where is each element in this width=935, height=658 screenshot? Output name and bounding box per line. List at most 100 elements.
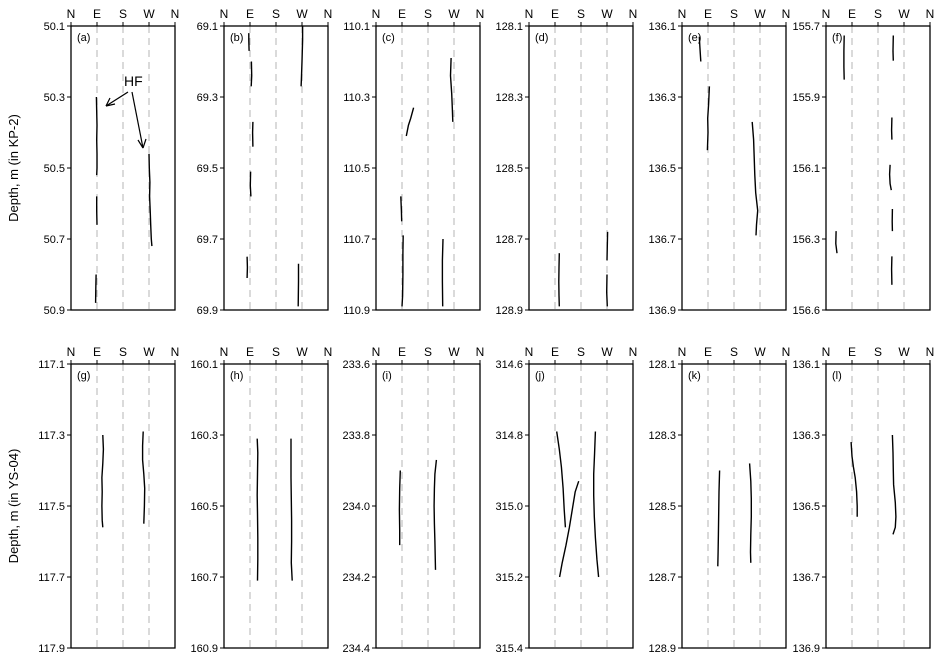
fracture-trace bbox=[891, 434, 897, 535]
x-tick-label: W bbox=[296, 345, 308, 359]
fracture-trace bbox=[748, 463, 752, 563]
x-tick-label: N bbox=[67, 7, 76, 21]
y-tick-label: 156.6 bbox=[792, 305, 820, 317]
x-tick-label: E bbox=[398, 7, 406, 21]
x-tick-label: N bbox=[220, 345, 229, 359]
panel-label: (l) bbox=[832, 370, 842, 382]
y-tick-label: 136.9 bbox=[792, 643, 820, 655]
y-tick-label: 315.4 bbox=[495, 643, 523, 655]
fracture-trace bbox=[148, 153, 153, 247]
y-tick-label: 128.1 bbox=[495, 21, 523, 33]
x-tick-label: N bbox=[926, 345, 935, 359]
y-tick-label: 160.5 bbox=[190, 501, 218, 513]
y-tick-label: 50.1 bbox=[44, 21, 65, 33]
fracture-trace bbox=[606, 274, 608, 307]
x-tick-label: N bbox=[822, 7, 831, 21]
x-tick-label: S bbox=[424, 7, 432, 21]
y-tick-label: 160.9 bbox=[190, 643, 218, 655]
fracture-trace bbox=[94, 274, 97, 303]
hf-annotation: HF bbox=[105, 73, 147, 149]
fracture-trace bbox=[556, 431, 567, 528]
y-tick-label: 136.1 bbox=[792, 359, 820, 371]
fracture-trace bbox=[249, 171, 252, 197]
y-tick-label: 315.0 bbox=[495, 501, 523, 513]
x-tick-label: S bbox=[874, 345, 882, 359]
x-tick-label: E bbox=[551, 7, 559, 21]
fracture-trace bbox=[400, 196, 403, 222]
y-tick-label: 128.7 bbox=[648, 572, 676, 584]
x-tick-label: N bbox=[220, 7, 229, 21]
x-tick-label: E bbox=[246, 7, 254, 21]
panel-label: (f) bbox=[832, 32, 842, 44]
fracture-trace bbox=[405, 107, 415, 137]
panels: N E S W N50.150.350.550.750.9(a)N E S W N69.169.… bbox=[38, 7, 934, 655]
y-tick-label: 136.3 bbox=[648, 92, 676, 104]
y-tick-label: 69.5 bbox=[197, 163, 218, 175]
y-tick-label: 110.7 bbox=[343, 234, 370, 246]
panel-label: (c) bbox=[382, 32, 395, 44]
y-tick-label: 314.6 bbox=[495, 359, 523, 371]
y-tick-label: 110.3 bbox=[343, 92, 370, 104]
y-tick-label: 50.9 bbox=[44, 305, 65, 317]
y-tick-label: 128.9 bbox=[495, 305, 523, 317]
y-tick-label: 136.5 bbox=[792, 501, 820, 513]
x-tick-label: N bbox=[476, 345, 485, 359]
x-tick-label: W bbox=[601, 345, 613, 359]
fracture-trace bbox=[593, 431, 600, 578]
fracture-trace bbox=[441, 238, 444, 307]
y-tick-label: 156.1 bbox=[792, 163, 820, 175]
panel-label: (j) bbox=[535, 370, 545, 382]
panel-label: (e) bbox=[688, 32, 701, 44]
hf-arrow-right bbox=[131, 91, 144, 149]
row-label-ys04: Depth, m (in YS-04) bbox=[6, 449, 21, 564]
panel-b: N E S W N69.169.369.569.769.9(b) bbox=[197, 7, 333, 317]
y-tick-label: 117.3 bbox=[38, 430, 65, 442]
x-tick-label: N bbox=[926, 7, 935, 21]
fracture-trace bbox=[706, 86, 711, 151]
x-tick-label: E bbox=[848, 345, 856, 359]
y-tick-label: 69.7 bbox=[197, 234, 218, 246]
x-tick-label: W bbox=[143, 345, 155, 359]
y-tick-label: 69.9 bbox=[197, 305, 218, 317]
y-tick-label: 136.5 bbox=[648, 163, 676, 175]
fracture-trace bbox=[751, 121, 759, 236]
fracture-trace bbox=[250, 61, 253, 87]
x-tick-label: N bbox=[678, 345, 687, 359]
x-tick-label: E bbox=[704, 345, 712, 359]
fracture-trace bbox=[141, 431, 146, 524]
panel-label: (h) bbox=[230, 370, 243, 382]
x-tick-label: N bbox=[67, 345, 76, 359]
y-tick-label: 117.7 bbox=[38, 572, 65, 584]
panel-a: N E S W N50.150.350.550.750.9(a) bbox=[44, 7, 180, 317]
y-tick-label: 110.5 bbox=[343, 163, 370, 175]
x-tick-label: N bbox=[629, 345, 638, 359]
x-tick-label: S bbox=[577, 345, 585, 359]
y-tick-label: 315.2 bbox=[495, 572, 523, 584]
x-tick-label: E bbox=[93, 345, 101, 359]
x-tick-label: S bbox=[577, 7, 585, 21]
y-tick-label: 160.7 bbox=[190, 572, 218, 584]
y-tick-label: 50.5 bbox=[44, 163, 65, 175]
y-tick-label: 136.1 bbox=[648, 21, 676, 33]
y-tick-label: 128.1 bbox=[648, 359, 676, 371]
y-tick-label: 136.3 bbox=[792, 430, 820, 442]
y-tick-label: 136.7 bbox=[648, 234, 676, 246]
y-tick-label: 136.7 bbox=[792, 572, 820, 584]
x-tick-label: E bbox=[246, 345, 254, 359]
y-tick-label: 155.9 bbox=[792, 92, 820, 104]
x-tick-label: N bbox=[525, 7, 534, 21]
x-tick-label: W bbox=[448, 345, 460, 359]
fracture-trace bbox=[433, 459, 438, 570]
y-tick-label: 234.2 bbox=[342, 572, 370, 584]
panel-label: (i) bbox=[382, 370, 392, 382]
y-tick-label: 117.1 bbox=[38, 359, 65, 371]
y-tick-label: 160.3 bbox=[190, 430, 218, 442]
y-tick-label: 155.7 bbox=[792, 21, 820, 33]
